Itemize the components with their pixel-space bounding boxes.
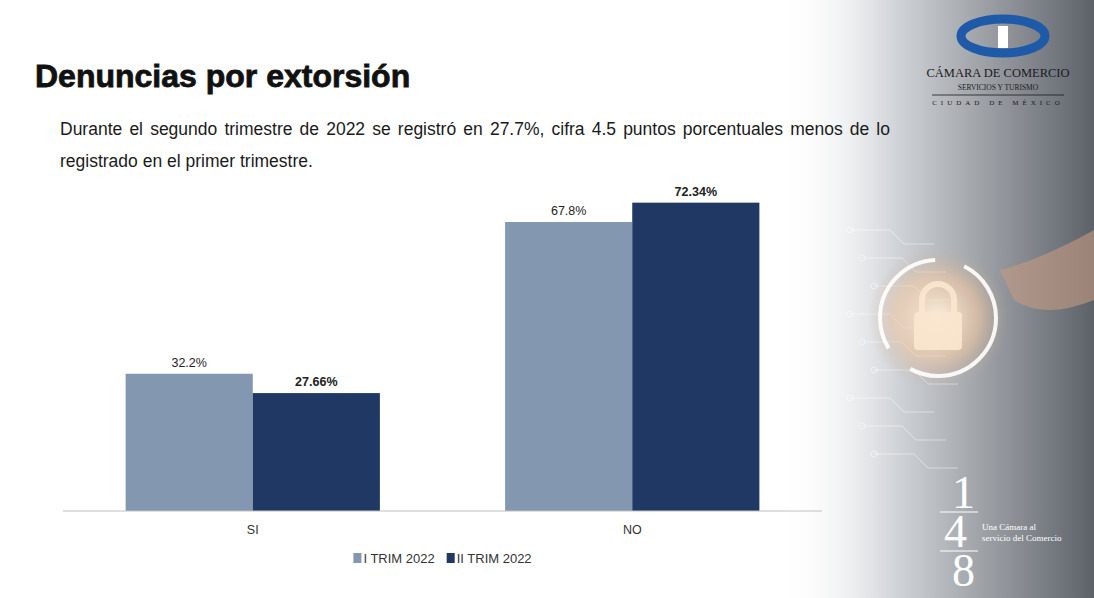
circuit-node <box>859 423 865 429</box>
number-rule <box>940 551 978 552</box>
side-panel <box>780 0 1094 598</box>
stage: CÁMARA DE COMERCIO SERVICIOS Y TURISMO CIU… <box>0 0 1094 598</box>
circuit-line <box>850 230 934 244</box>
hand <box>1000 230 1094 310</box>
subtitle: Durante el segundo trimestre de 2022 se … <box>60 113 890 177</box>
x-axis-line <box>63 510 822 511</box>
data-label: 32.2% <box>171 356 206 370</box>
data-label: 27.66% <box>295 375 337 389</box>
number-rule <box>940 512 978 513</box>
circuit-node <box>871 367 877 373</box>
circuit-node <box>847 395 853 401</box>
title: Denuncias por extorsión <box>35 58 410 94</box>
lock-ring <box>880 260 996 376</box>
bar <box>253 393 380 511</box>
legend-swatch <box>447 553 455 563</box>
legend-label: I TRIM 2022 <box>363 551 434 566</box>
logo-name: CÁMARA DE COMERCIO <box>926 66 1069 80</box>
logo-mark <box>961 19 1045 53</box>
legend-swatch <box>353 553 361 563</box>
bars <box>126 203 760 511</box>
legend-label: II TRIM 2022 <box>457 551 532 566</box>
circuit-node <box>859 255 865 261</box>
lock-glow <box>868 248 1008 388</box>
logo-gap <box>998 26 1008 48</box>
logo-rule <box>932 95 1064 96</box>
lock-body <box>914 312 962 350</box>
circuit-line <box>862 426 946 440</box>
circuit-line <box>850 398 934 412</box>
circuit-node <box>859 339 865 345</box>
x-tick-label: SI <box>247 523 259 537</box>
chart-svg: CÁMARA DE COMERCIO SERVICIOS Y TURISMO CIU… <box>0 0 1094 598</box>
legend: I TRIM 2022 II TRIM 2022 <box>353 551 531 566</box>
lock-shackle <box>922 284 954 312</box>
anniversary-number: 148 <box>944 467 975 596</box>
tagline: servicio del Comercio <box>982 533 1062 543</box>
logo-line2: SERVICIOS Y TURISMO <box>958 83 1039 92</box>
bar <box>632 203 759 511</box>
logo-line3: CIUDAD DE MÉXICO <box>932 99 1064 107</box>
bar <box>126 374 253 511</box>
circuit-node <box>847 311 853 317</box>
circuit-line <box>874 454 958 468</box>
data-labels: 32.2% 67.8% 27.66% 72.34% <box>171 185 717 389</box>
bar <box>505 222 632 511</box>
x-tick-label: NO <box>623 523 642 537</box>
circuit-node <box>847 227 853 233</box>
data-label: 67.8% <box>551 204 586 218</box>
data-label: 72.34% <box>675 185 717 199</box>
tagline: Una Cámara al <box>982 522 1036 532</box>
circuit-node <box>871 451 877 457</box>
